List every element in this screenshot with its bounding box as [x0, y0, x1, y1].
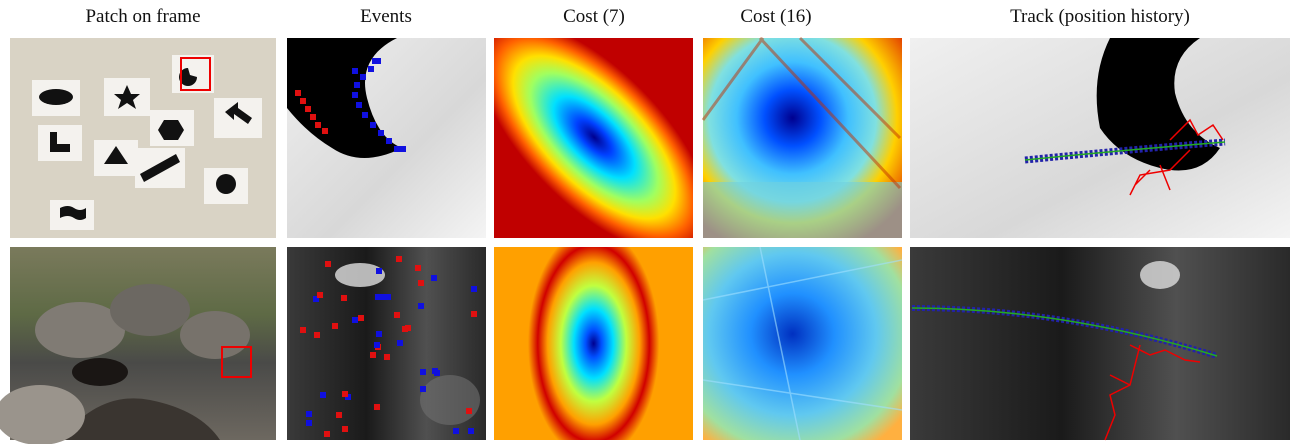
event-marker — [354, 82, 360, 88]
event-marker — [418, 280, 424, 286]
event-marker — [332, 323, 338, 329]
event-marker — [468, 428, 474, 434]
event-marker — [394, 146, 400, 152]
event-marker — [375, 294, 381, 300]
event-marker — [376, 331, 382, 337]
event-marker — [385, 294, 391, 300]
event-marker — [374, 342, 380, 348]
event-marker — [370, 352, 376, 358]
event-marker — [415, 265, 421, 271]
track-image — [910, 38, 1290, 238]
event-marker — [397, 340, 403, 346]
cost-map — [702, 246, 903, 441]
event-marker — [324, 431, 330, 437]
event-marker — [384, 354, 390, 360]
event-marker — [342, 426, 348, 432]
column-header: Track (position history) — [1010, 6, 1190, 27]
event-marker — [466, 408, 472, 414]
event-marker — [396, 256, 402, 262]
event-marker — [322, 128, 328, 134]
cost-map — [494, 247, 693, 440]
event-marker — [376, 268, 382, 274]
event-marker — [320, 392, 326, 398]
event-marker — [352, 68, 358, 74]
event-marker — [420, 369, 426, 375]
cost-map — [494, 38, 693, 238]
event-marker — [471, 311, 477, 317]
event-marker — [394, 312, 400, 318]
event-marker — [342, 391, 348, 397]
event-marker — [378, 130, 384, 136]
event-marker — [325, 261, 331, 267]
event-marker — [420, 386, 426, 392]
event-markers — [295, 58, 406, 152]
event-marker — [300, 327, 306, 333]
event-marker — [313, 296, 319, 302]
event-marker — [314, 332, 320, 338]
event-marker — [300, 98, 306, 104]
event-marker — [310, 114, 316, 120]
event-marker — [368, 66, 374, 72]
event-marker — [431, 275, 437, 281]
event-marker — [380, 294, 386, 300]
frame-image — [10, 38, 276, 238]
event-marker — [418, 303, 424, 309]
column-header: Patch on frame — [85, 6, 200, 27]
column-header: Events — [360, 6, 412, 27]
track-image — [910, 247, 1290, 441]
event-marker — [352, 317, 358, 323]
event-marker — [306, 420, 312, 426]
event-marker — [358, 315, 364, 321]
event-marker — [386, 138, 392, 144]
event-markers — [300, 256, 477, 437]
events-image — [287, 247, 486, 440]
frame-image — [0, 247, 276, 444]
event-marker — [374, 404, 380, 410]
column-header: Cost (7) — [563, 6, 625, 27]
event-marker — [471, 286, 477, 292]
cost-map — [701, 36, 902, 238]
event-marker — [356, 102, 362, 108]
event-marker — [306, 411, 312, 417]
event-marker — [372, 58, 378, 64]
event-marker — [295, 90, 301, 96]
event-marker — [341, 295, 347, 301]
event-marker — [453, 428, 459, 434]
event-marker — [317, 292, 323, 298]
event-marker — [360, 74, 366, 80]
event-marker — [405, 325, 411, 331]
event-marker — [336, 412, 342, 418]
event-marker — [315, 122, 321, 128]
event-marker — [432, 368, 438, 374]
event-marker — [352, 92, 358, 98]
column-header: Cost (16) — [740, 6, 811, 27]
event-marker — [305, 106, 311, 112]
event-marker — [370, 122, 376, 128]
event-marker — [362, 112, 368, 118]
event-marker — [400, 146, 406, 152]
